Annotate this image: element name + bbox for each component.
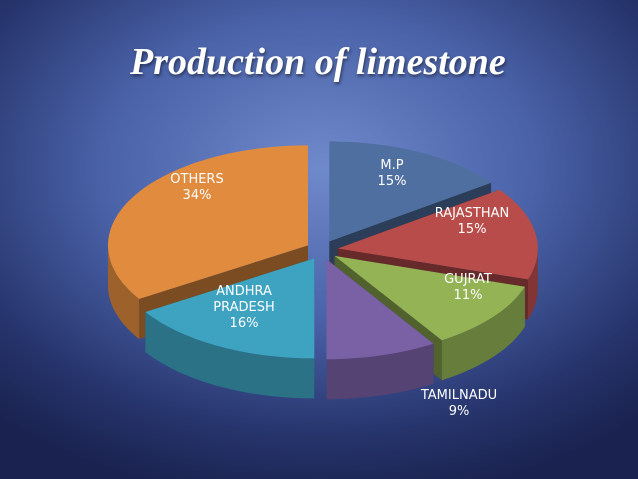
value-label: 15% bbox=[377, 174, 407, 189]
value-label: 11% bbox=[453, 288, 483, 303]
slice bbox=[337, 189, 538, 280]
slice-rim bbox=[108, 245, 140, 339]
slice-rim bbox=[528, 248, 538, 320]
value-label: 16% bbox=[229, 316, 259, 331]
data-label: M.P 15% bbox=[342, 158, 442, 190]
data-label: RAJASTHAN 15% bbox=[422, 206, 522, 238]
slice-rim bbox=[441, 286, 525, 381]
data-label: OTHERS 34% bbox=[147, 172, 247, 204]
slice-rim bbox=[145, 312, 315, 399]
slice-rim bbox=[326, 343, 434, 400]
data-label: TAMILNADU 9% bbox=[409, 388, 509, 420]
value-label: 15% bbox=[457, 222, 487, 237]
category-label: ANDHRA PRADESH bbox=[213, 284, 275, 315]
slice bbox=[329, 141, 492, 242]
category-label: OTHERS bbox=[170, 172, 224, 187]
category-label: RAJASTHAN bbox=[434, 206, 510, 221]
value-label: 9% bbox=[448, 404, 470, 419]
data-label: ANDHRA PRADESH 16% bbox=[194, 284, 294, 332]
slice bbox=[108, 145, 308, 299]
value-label: 34% bbox=[182, 188, 212, 203]
slice bbox=[145, 258, 315, 359]
slice bbox=[326, 259, 434, 360]
category-label: TAMILNADU bbox=[420, 388, 498, 403]
data-label: GUJRAT 11% bbox=[418, 272, 518, 304]
category-label: M.P bbox=[380, 158, 404, 173]
chart-title: Production of limestone bbox=[130, 41, 506, 83]
category-label: GUJRAT bbox=[444, 272, 492, 287]
slice bbox=[334, 255, 525, 341]
